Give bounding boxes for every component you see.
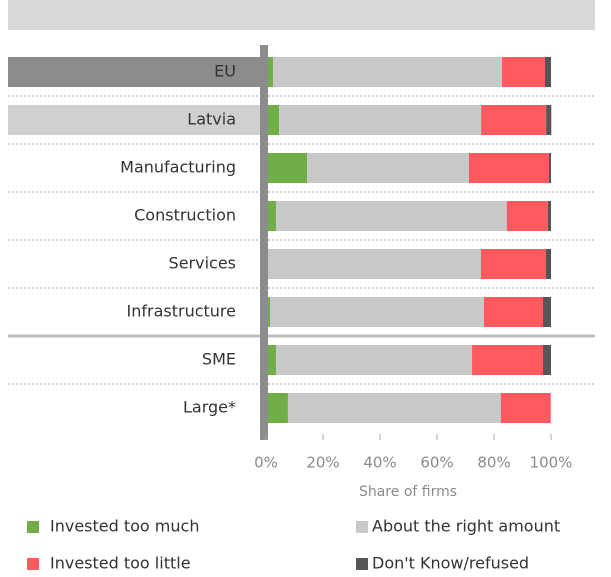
bar-segment xyxy=(266,393,288,423)
bar-segment xyxy=(543,297,551,327)
bar-segment xyxy=(275,201,507,231)
x-tick-label: 60% xyxy=(420,454,453,472)
bar-segment xyxy=(480,249,546,279)
legend-label: About the right amount xyxy=(372,517,560,536)
legend-label: Invested too little xyxy=(50,554,191,573)
category-label: Latvia xyxy=(187,110,236,129)
legend-label: Invested too much xyxy=(50,517,199,536)
bar-segment xyxy=(266,153,308,183)
bar-segment xyxy=(481,105,547,135)
legend-swatch xyxy=(27,521,39,533)
bar-segment xyxy=(545,249,551,279)
category-label: Construction xyxy=(134,206,236,225)
bar-segment xyxy=(287,393,501,423)
legend-swatch xyxy=(356,521,368,533)
bar-segment xyxy=(266,345,276,375)
legend-swatch xyxy=(356,558,368,570)
category-label: Services xyxy=(169,254,236,273)
bar-segment xyxy=(472,345,544,375)
legend-label: Don't Know/refused xyxy=(372,554,529,573)
bar-segment xyxy=(269,297,485,327)
bar-segment xyxy=(546,105,552,135)
bar-segment xyxy=(266,105,280,135)
bar-segment xyxy=(500,393,551,423)
bar-segment xyxy=(501,57,546,87)
category-label: Large* xyxy=(183,398,236,417)
category-label: SME xyxy=(202,350,236,369)
y-axis-bar xyxy=(260,45,268,440)
banner xyxy=(8,0,595,30)
x-tick-label: 100% xyxy=(530,454,573,472)
category-label: EU xyxy=(214,62,236,81)
bar-segment xyxy=(549,153,551,183)
bar-segment xyxy=(484,297,544,327)
highlight-box xyxy=(8,105,262,135)
bar-segment xyxy=(543,345,551,375)
category-label: Infrastructure xyxy=(127,302,236,321)
bar-segment xyxy=(506,201,548,231)
x-tick-label: 40% xyxy=(363,454,396,472)
bar-segment xyxy=(279,105,482,135)
x-axis-label: Share of firms xyxy=(359,484,457,500)
x-tick-label: 20% xyxy=(306,454,339,472)
bar-segment xyxy=(266,201,276,231)
bar-segment xyxy=(266,249,481,279)
bar-segment xyxy=(545,57,551,87)
category-label: Manufacturing xyxy=(120,158,236,177)
bar-segment xyxy=(275,345,473,375)
bar-segment xyxy=(468,153,550,183)
bar-segment xyxy=(307,153,469,183)
bar-segment xyxy=(547,201,551,231)
x-tick-label: 0% xyxy=(254,454,278,472)
highlight-box xyxy=(8,57,262,87)
x-tick-label: 80% xyxy=(477,454,510,472)
bar-segment xyxy=(266,57,274,87)
bar-segment xyxy=(273,57,502,87)
legend-swatch xyxy=(27,558,39,570)
